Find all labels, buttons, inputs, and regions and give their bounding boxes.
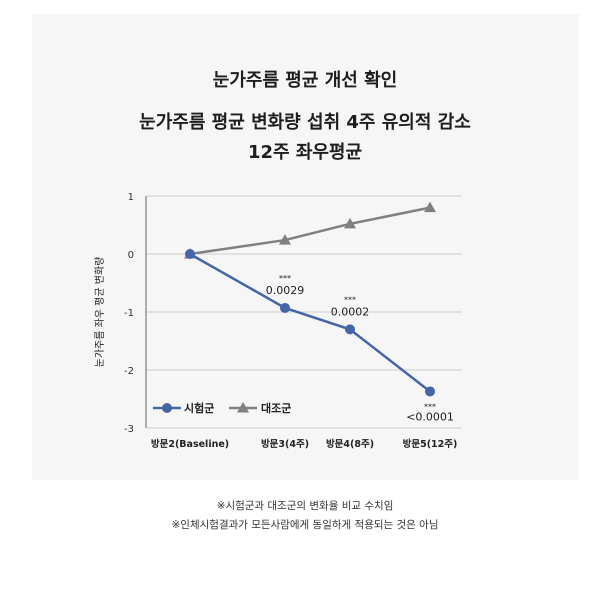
test-group-point bbox=[280, 302, 290, 313]
test-group-line bbox=[189, 252, 431, 393]
legend-control-label: 대조군 bbox=[261, 401, 291, 415]
y-tick-label: -2 bbox=[124, 366, 134, 377]
x-tick-label: 방문5(12주) bbox=[403, 438, 458, 450]
control-group-point bbox=[424, 201, 436, 213]
significance-stars: *** bbox=[424, 402, 436, 411]
y-axis-title: 눈가주름 좌우 평균 변화량 bbox=[94, 257, 106, 368]
control-group-line bbox=[189, 206, 431, 256]
x-tick-label: 방문3(4주) bbox=[261, 438, 309, 450]
p-value-label: 0.0029 bbox=[266, 284, 305, 297]
control-group-point bbox=[344, 217, 356, 229]
footnote-disclaimer: ※인체시험결과가 모든사람에게 동일하게 적용되는 것은 아님 bbox=[171, 519, 439, 531]
control-group-point bbox=[279, 234, 291, 245]
test-group-point bbox=[425, 386, 435, 397]
subheadline-period: 12주 좌우평균 bbox=[247, 142, 363, 163]
x-tick-label: 방문2(Baseline) bbox=[151, 438, 229, 450]
significance-stars: *** bbox=[279, 274, 291, 283]
p-value-label: 0.0002 bbox=[331, 305, 370, 318]
y-tick-label: 0 bbox=[128, 250, 134, 261]
x-tick-label: 방문4(8주) bbox=[326, 438, 374, 450]
y-tick-label: -3 bbox=[124, 424, 134, 435]
significance-stars: *** bbox=[344, 295, 356, 304]
p-value-label: <0.0001 bbox=[406, 410, 454, 423]
legend-control-swatch-marker bbox=[237, 402, 249, 413]
legend-test-label: 시험군 bbox=[184, 401, 214, 415]
y-tick-label: 1 bbox=[128, 192, 134, 203]
footnote-comparison: ※시험군과 대조군의 변화율 비교 수치임 bbox=[216, 500, 394, 512]
test-group-point bbox=[345, 324, 355, 335]
legend-test-swatch-marker bbox=[162, 403, 172, 413]
y-tick-label: -1 bbox=[124, 308, 134, 319]
subheadline: 눈가주름 평균 변화량 섭취 4주 유의적 감소 bbox=[139, 112, 471, 133]
test-group-point bbox=[185, 249, 195, 259]
chart-card bbox=[32, 14, 579, 480]
headline: 눈가주름 평균 개선 확인 bbox=[212, 70, 398, 91]
